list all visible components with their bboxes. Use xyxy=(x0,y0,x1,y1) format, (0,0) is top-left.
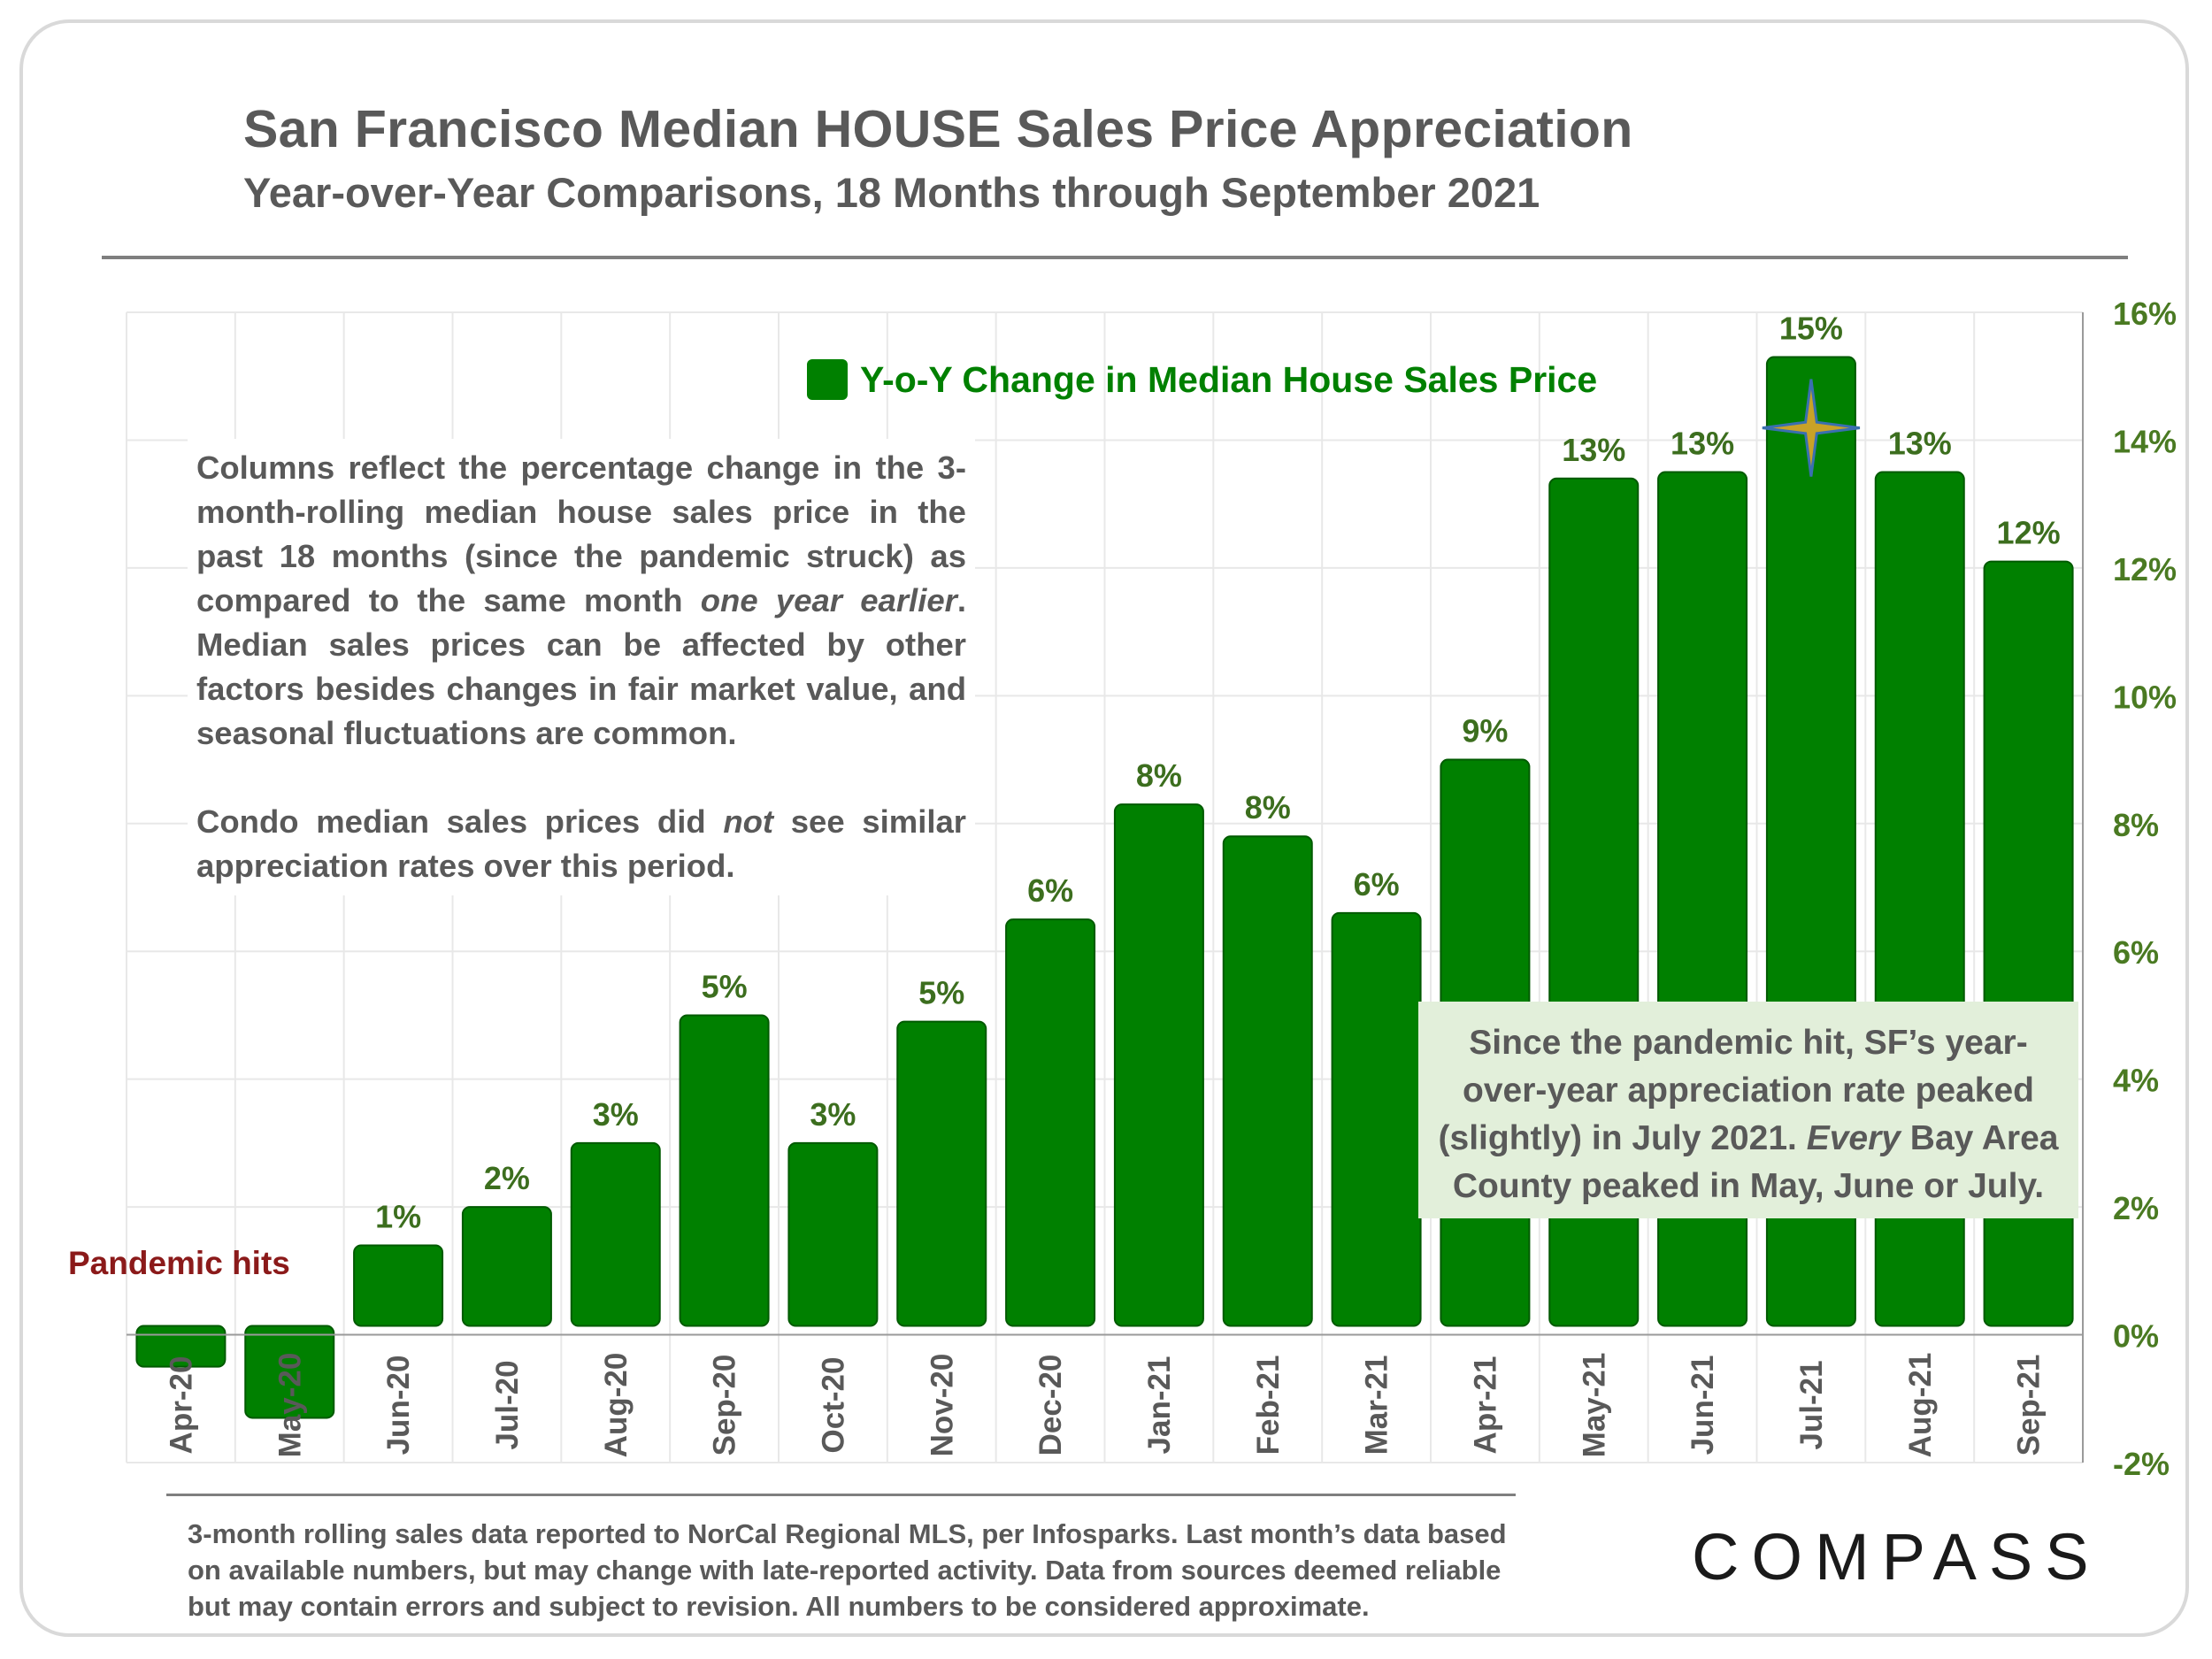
compass-logo: COMPASS xyxy=(1692,1520,2101,1594)
peak-star-icon xyxy=(1762,379,1861,477)
data-label: 6% xyxy=(1354,866,1400,902)
x-tick-label: Jul-21 xyxy=(1794,1360,1829,1449)
y-tick-label: 2% xyxy=(2113,1190,2159,1226)
x-tick-label: Jun-21 xyxy=(1686,1356,1720,1455)
x-tick-label: Feb-21 xyxy=(1251,1356,1286,1455)
x-tick-label: Jul-20 xyxy=(490,1360,525,1449)
y-tick-label: 6% xyxy=(2113,934,2159,971)
data-label: 13% xyxy=(1671,426,1734,462)
data-label: 8% xyxy=(1136,757,1182,794)
x-tick-label: Sep-21 xyxy=(2012,1355,2047,1456)
x-tick-label: Dec-20 xyxy=(1033,1355,1068,1456)
legend-swatch xyxy=(807,359,848,400)
data-label: 8% xyxy=(1245,789,1291,826)
data-labels: 1% 2% 3% 5% 3% 5% 6% 8% 8% 6% 9% 13% 13% 15% 13% 12% xyxy=(375,311,2061,1235)
footnote-line: on available numbers, but may change wit… xyxy=(188,1555,1502,1586)
y-tick-label: -2% xyxy=(2113,1446,2170,1482)
data-label: 1% xyxy=(375,1198,421,1234)
data-label: 12% xyxy=(1997,515,2061,551)
data-label: 3% xyxy=(810,1096,856,1133)
bar xyxy=(353,1244,444,1327)
data-label: 13% xyxy=(1888,426,1952,462)
bar xyxy=(570,1141,661,1327)
x-tick-label: Sep-20 xyxy=(708,1355,742,1456)
data-label: 2% xyxy=(484,1160,530,1196)
x-tick-label: Aug-21 xyxy=(1903,1353,1938,1458)
footer-divider xyxy=(166,1494,1516,1496)
header-divider xyxy=(102,256,2128,259)
bar xyxy=(244,1325,335,1419)
pandemic-annotation: Pandemic hits xyxy=(68,1245,290,1281)
x-tick-label: May-20 xyxy=(273,1353,307,1458)
y-tick-label: 16% xyxy=(2113,296,2177,332)
x-tick-label: Aug-20 xyxy=(599,1353,634,1458)
y-tick-label: 10% xyxy=(2113,679,2177,715)
bar xyxy=(1331,911,1422,1327)
star-shape xyxy=(1762,379,1861,477)
x-tick-label: May-21 xyxy=(1577,1353,1611,1458)
data-label: 3% xyxy=(593,1096,639,1133)
x-tick-label: Mar-21 xyxy=(1360,1356,1394,1455)
peak-callout: Since the pandemic hit, SF’s year-over-y… xyxy=(1418,1002,2078,1218)
x-tick-label: Nov-20 xyxy=(925,1354,959,1457)
notes-paragraph-1: Columns reflect the percentage change in… xyxy=(196,449,966,751)
y-tick-label: 0% xyxy=(2113,1318,2159,1355)
data-label: 15% xyxy=(1779,311,1843,347)
data-label: 6% xyxy=(1027,872,1073,909)
y-tick-label: 14% xyxy=(2113,423,2177,459)
bar xyxy=(896,1020,987,1327)
x-tick-label: Jan-21 xyxy=(1142,1356,1177,1455)
x-tick-label: Apr-21 xyxy=(1468,1356,1502,1455)
y-tick-label: 4% xyxy=(2113,1063,2159,1099)
data-label: 5% xyxy=(702,968,748,1004)
bar xyxy=(461,1206,552,1327)
bar xyxy=(1222,835,1313,1327)
data-label: 13% xyxy=(1562,432,1625,468)
footnote-line: but may contain errors and subject to re… xyxy=(188,1591,1370,1622)
x-tick-label: Jun-20 xyxy=(381,1356,416,1455)
y-axis: 16% 14% 12% 10% 8% 6% 4% 2% 0% -2% xyxy=(2113,296,2177,1482)
chart-subtitle: Year-over-Year Comparisons, 18 Months th… xyxy=(243,169,1540,216)
bar xyxy=(135,1325,227,1368)
data-label: 9% xyxy=(1462,713,1508,749)
x-axis: Apr-20 May-20 Jun-20 Jul-20 Aug-20 Sep-20 Oct-… xyxy=(164,1353,2046,1458)
legend: Y-o-Y Change in Median House Sales Price xyxy=(807,359,1597,400)
legend-label: Y-o-Y Change in Median House Sales Price xyxy=(860,359,1597,400)
x-tick-label: Oct-20 xyxy=(816,1357,850,1454)
bar xyxy=(679,1014,770,1327)
y-tick-label: 8% xyxy=(2113,807,2159,843)
chart-title: San Francisco Median HOUSE Sales Price A… xyxy=(243,100,1633,158)
bar xyxy=(787,1141,879,1327)
notes-paragraph-2: Condo median sales prices did not see si… xyxy=(196,803,966,884)
source-footnote: 3-month rolling sales data reported to N… xyxy=(188,1516,1515,1624)
x-tick-label: Apr-20 xyxy=(164,1356,198,1455)
y-tick-label: 12% xyxy=(2113,551,2177,588)
bar xyxy=(1113,803,1204,1327)
bar xyxy=(1005,918,1096,1327)
footnote-line: 3-month rolling sales data reported to N… xyxy=(188,1518,1507,1549)
data-label: 5% xyxy=(918,975,964,1011)
chart-notes: Columns reflect the percentage change in… xyxy=(188,439,975,895)
